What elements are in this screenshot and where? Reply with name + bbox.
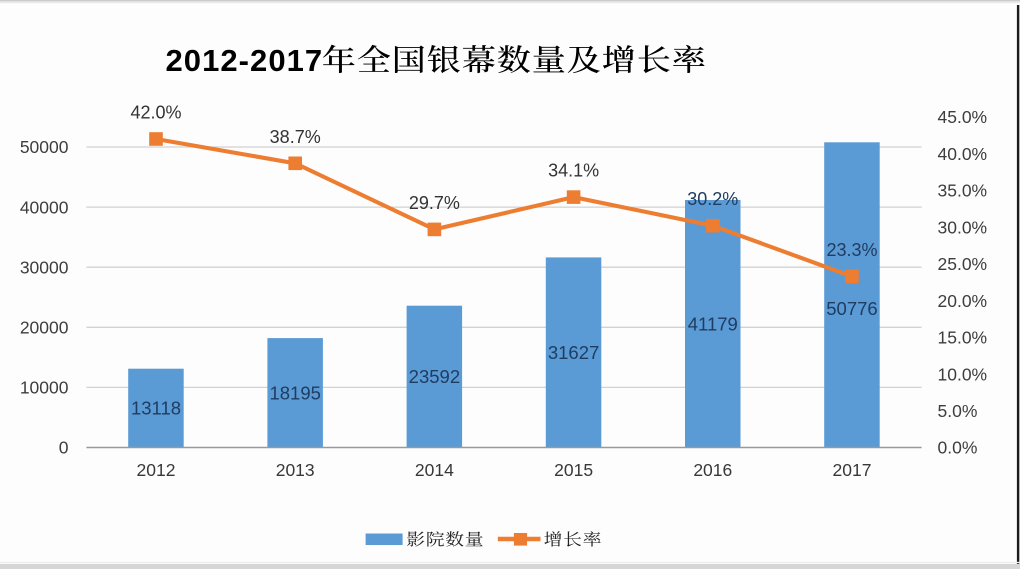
- svg-text:10000: 10000: [20, 378, 69, 398]
- svg-text:15.0%: 15.0%: [938, 328, 988, 348]
- svg-text:34.1%: 34.1%: [548, 161, 599, 181]
- svg-text:5.0%: 5.0%: [938, 401, 978, 421]
- svg-text:25.0%: 25.0%: [938, 254, 988, 274]
- svg-text:2012: 2012: [137, 460, 176, 480]
- svg-text:50776: 50776: [826, 298, 877, 319]
- svg-text:2014: 2014: [415, 460, 454, 480]
- svg-text:41179: 41179: [688, 313, 738, 334]
- svg-text:29.7%: 29.7%: [409, 193, 460, 213]
- svg-text:30.2%: 30.2%: [687, 189, 738, 209]
- svg-text:10.0%: 10.0%: [938, 364, 988, 384]
- svg-text:50000: 50000: [20, 137, 69, 157]
- svg-text:23592: 23592: [409, 366, 460, 387]
- svg-text:30000: 30000: [20, 257, 69, 277]
- svg-text:23.3%: 23.3%: [826, 240, 877, 260]
- svg-text:0.0%: 0.0%: [938, 438, 978, 458]
- svg-text:20.0%: 20.0%: [938, 291, 988, 311]
- svg-text:45.0%: 45.0%: [938, 107, 988, 127]
- svg-text:30.0%: 30.0%: [938, 217, 988, 237]
- svg-text:2017: 2017: [833, 460, 872, 480]
- svg-text:31627: 31627: [548, 342, 599, 363]
- svg-text:20000: 20000: [20, 318, 69, 338]
- svg-text:2016: 2016: [693, 460, 732, 480]
- svg-text:2015: 2015: [554, 460, 593, 480]
- svg-text:42.0%: 42.0%: [130, 103, 181, 123]
- svg-text:18195: 18195: [269, 382, 320, 403]
- svg-text:40.0%: 40.0%: [938, 144, 988, 164]
- svg-text:0: 0: [59, 438, 69, 458]
- svg-text:40000: 40000: [20, 197, 69, 217]
- svg-text:13118: 13118: [131, 398, 181, 419]
- svg-text:2013: 2013: [276, 460, 315, 480]
- svg-text:35.0%: 35.0%: [938, 181, 988, 201]
- svg-text:2012-2017: 2012-2017: [166, 43, 324, 78]
- svg-text:38.7%: 38.7%: [270, 127, 321, 147]
